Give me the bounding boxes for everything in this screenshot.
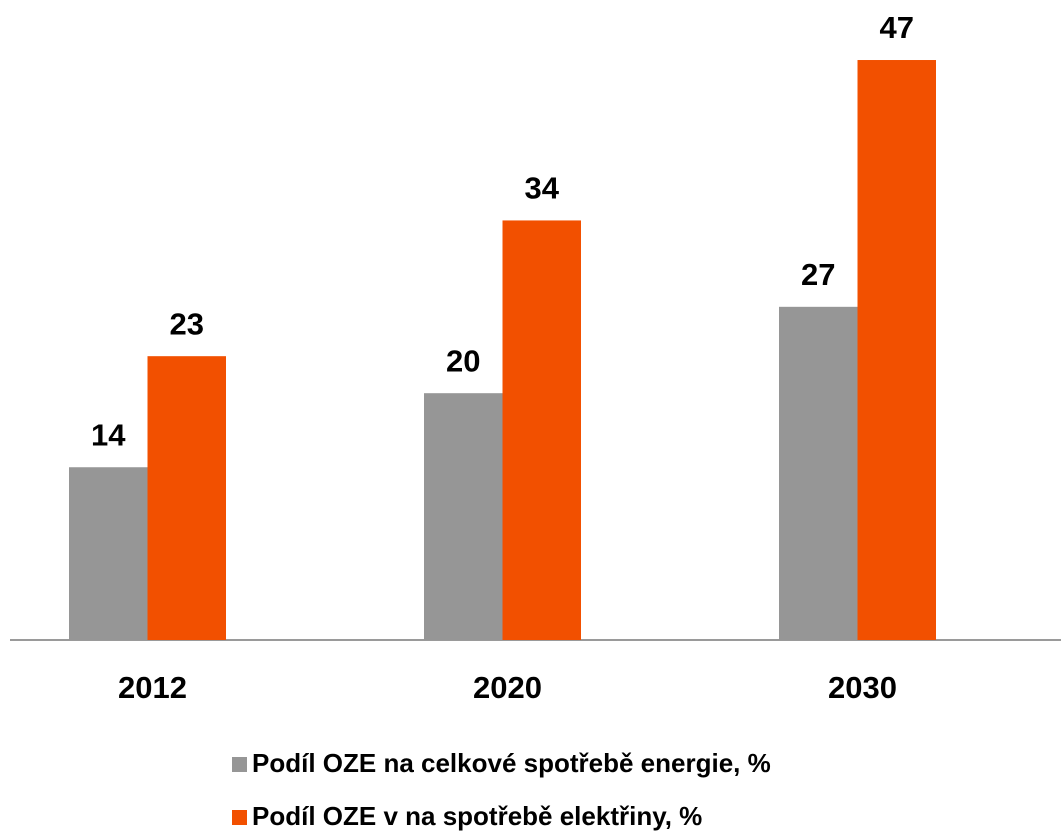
x-tick-label: 2012 <box>118 670 187 705</box>
data-label: 14 <box>91 417 126 452</box>
legend-swatch <box>232 757 247 772</box>
legend-label: Podíl OZE na celkové spotřebě energie, % <box>252 748 771 778</box>
bar <box>502 220 581 640</box>
data-label: 23 <box>170 306 204 341</box>
data-label: 47 <box>880 10 914 45</box>
legend-swatch <box>232 810 247 825</box>
data-label: 20 <box>446 343 480 378</box>
bar <box>69 467 148 640</box>
x-tick-label: 2020 <box>473 670 542 705</box>
legend-label: Podíl OZE v na spotřebě elektřiny, % <box>252 801 702 831</box>
data-label: 34 <box>525 171 560 206</box>
data-label: 27 <box>801 257 835 292</box>
x-tick-label: 2030 <box>828 670 897 705</box>
bar <box>857 60 936 640</box>
bar <box>779 306 858 640</box>
bar <box>147 356 226 640</box>
bar <box>424 393 503 640</box>
